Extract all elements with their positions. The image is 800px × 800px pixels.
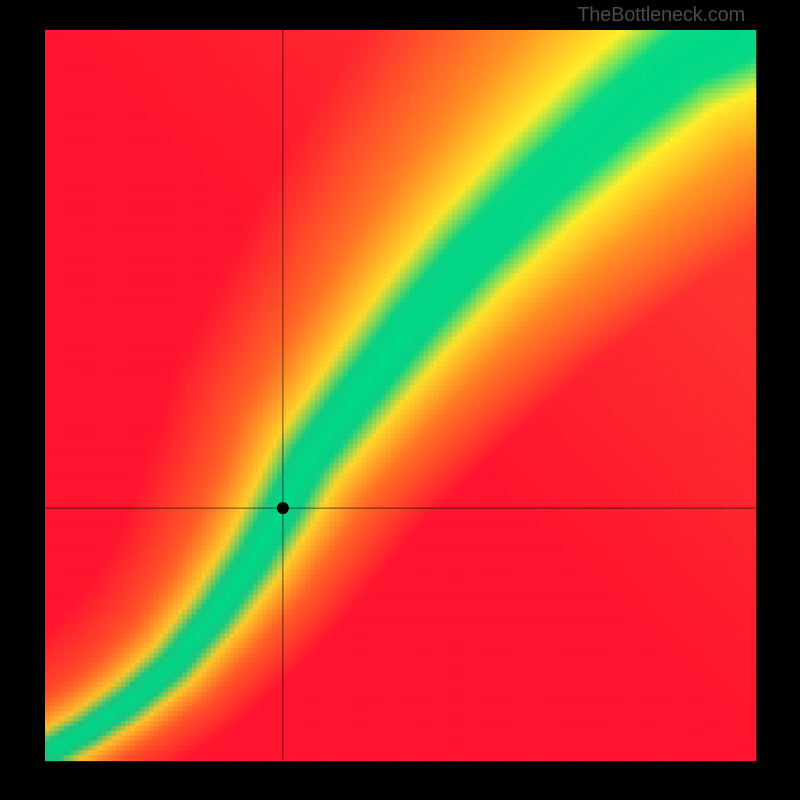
bottleneck-heatmap[interactable] xyxy=(0,0,800,800)
figure-root: TheBottleneck.com xyxy=(0,0,800,800)
